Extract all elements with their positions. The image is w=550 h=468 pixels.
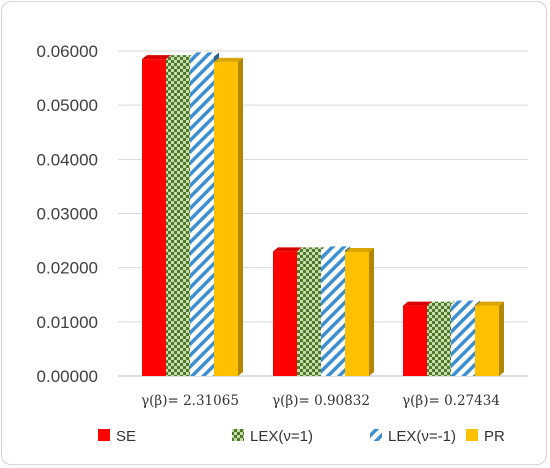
legend-label: LEX(ν=-1)	[388, 428, 456, 445]
legend: SE LEX(ν=1) LEX(ν=-1) PR	[98, 428, 505, 445]
x-axis-tick-labels: γ(β)= 2.31065 γ(β)= 0.90832 γ(β)= 0.27434	[141, 393, 500, 409]
y-tick-label: 0.05000	[37, 96, 98, 115]
legend-swatch	[98, 429, 110, 441]
legend-label: SE	[116, 428, 136, 445]
y-tick-label: 0.01000	[37, 313, 98, 332]
y-axis-tick-labels: 0.00000 0.01000 0.02000 0.03000 0.04000 0.050…	[37, 42, 98, 386]
x-tick-label: γ(β)= 2.31065	[141, 393, 239, 409]
legend-label: LEX(ν=1)	[250, 428, 313, 445]
legend-label: PR	[484, 428, 505, 445]
bars	[142, 52, 504, 377]
x-tick-label: γ(β)= 0.27434	[402, 393, 500, 409]
legend-item-3: LEX(ν=-1)	[370, 428, 456, 445]
legend-item-4: PR	[466, 428, 505, 445]
legend-swatch	[466, 429, 478, 441]
y-tick-label: 0.04000	[37, 150, 98, 169]
y-tick-label: 0.02000	[37, 259, 98, 278]
legend-item-2: LEX(ν=1)	[232, 428, 313, 445]
legend-swatch	[232, 429, 244, 441]
y-tick-label: 0.00000	[37, 367, 98, 386]
x-tick-label: γ(β)= 0.90832	[272, 393, 370, 409]
legend-item-1: SE	[98, 428, 136, 445]
legend-swatch	[370, 429, 382, 441]
bar-4-2	[345, 247, 374, 376]
bar-4-3	[475, 301, 504, 376]
y-tick-label: 0.03000	[37, 205, 98, 224]
bar-4-1	[214, 57, 243, 376]
y-tick-label: 0.06000	[37, 42, 98, 61]
